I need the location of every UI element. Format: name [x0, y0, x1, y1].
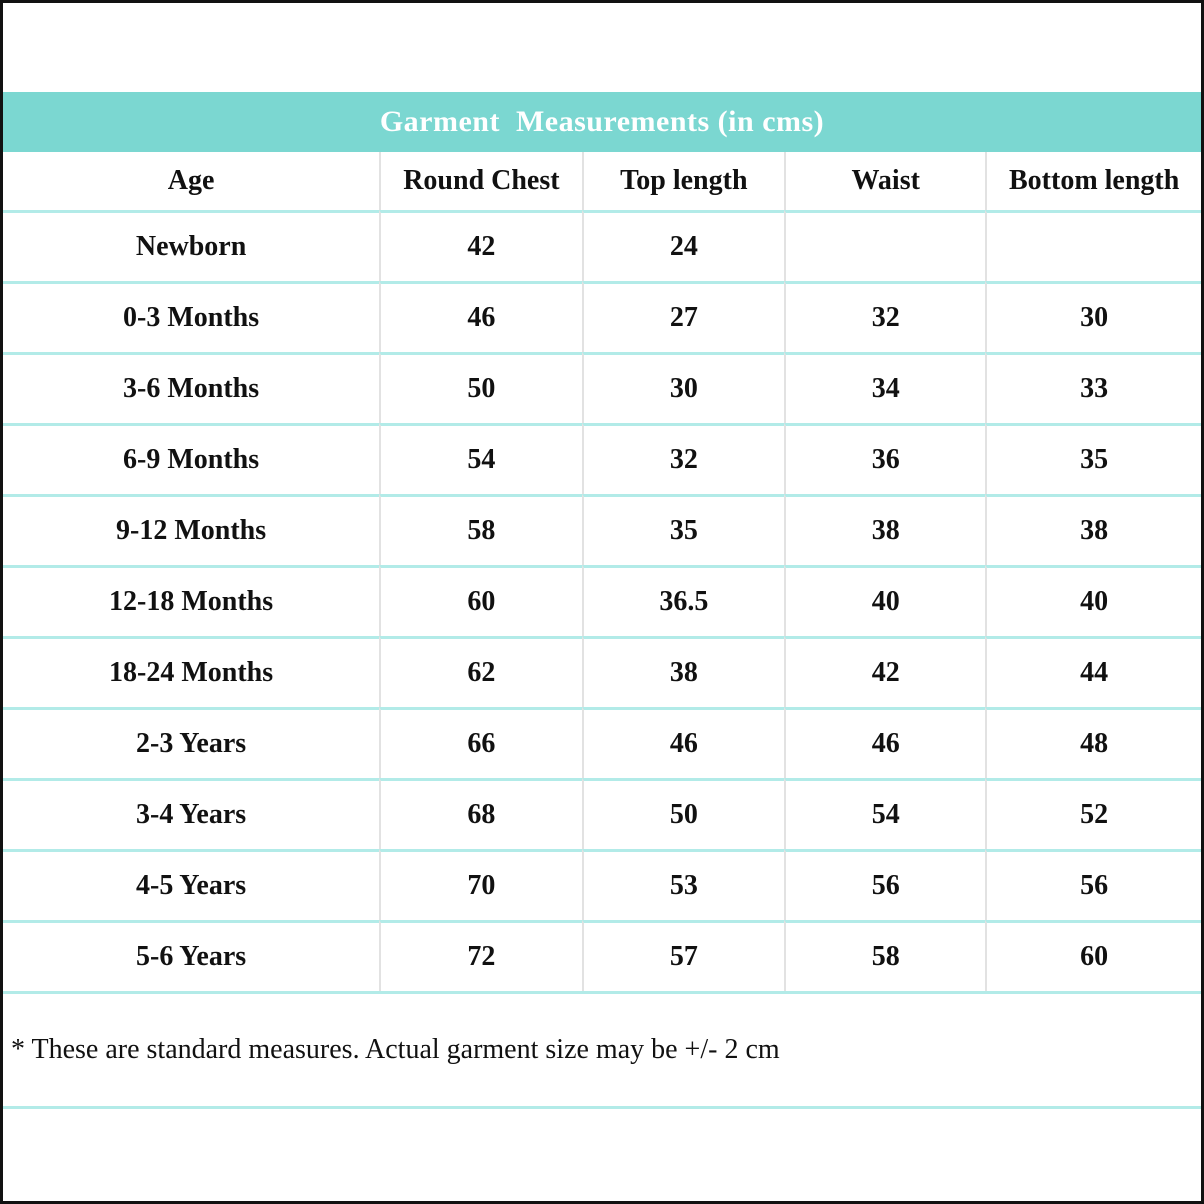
- column-header-round-chest: Round Chest: [379, 152, 581, 210]
- cell-age: 9-12 Months: [3, 494, 380, 565]
- top-spacer: [3, 3, 1201, 92]
- measurements-table: Age Round Chest Top length Waist Bottom leng…: [3, 152, 1201, 1201]
- cell-age: 3-6 Months: [3, 352, 380, 423]
- cell-top-length: 46: [581, 707, 785, 778]
- cell-round-chest: 54: [379, 423, 582, 494]
- footnote-text: * These are standard measures. Actual ga…: [3, 991, 1201, 1106]
- cell-round-chest: 72: [379, 920, 582, 991]
- column-header-waist: Waist: [784, 152, 985, 210]
- cell-top-length: 35: [581, 494, 785, 565]
- cell-bottom-length: 35: [985, 423, 1201, 494]
- table-row: 12-18 Months 60 36.5 40 40: [3, 565, 1201, 636]
- table-footer: * These are standard measures. Actual ga…: [3, 991, 1201, 1201]
- cell-age: 0-3 Months: [3, 281, 380, 352]
- cell-waist: 36: [784, 423, 986, 494]
- cell-waist: [784, 210, 986, 281]
- table-row: 9-12 Months 58 35 38 38: [3, 494, 1201, 565]
- cell-age: 5-6 Years: [3, 920, 380, 991]
- cell-round-chest: 68: [379, 778, 582, 849]
- table-body: Newborn 42 24 0-3 Months 46 27 32 30 3-6 Months 5…: [3, 210, 1201, 991]
- table-row: 0-3 Months 46 27 32 30: [3, 281, 1201, 352]
- table-row: 6-9 Months 54 32 36 35: [3, 423, 1201, 494]
- cell-top-length: 57: [581, 920, 785, 991]
- cell-waist: 46: [784, 707, 986, 778]
- cell-waist: 38: [784, 494, 986, 565]
- cell-waist: 54: [784, 778, 986, 849]
- cell-waist: 34: [784, 352, 986, 423]
- cell-age: 12-18 Months: [3, 565, 380, 636]
- table-row: 3-4 Years 68 50 54 52: [3, 778, 1201, 849]
- cell-waist: 32: [784, 281, 986, 352]
- cell-bottom-length: 40: [985, 565, 1201, 636]
- cell-age: Newborn: [3, 210, 380, 281]
- cell-bottom-length: 30: [985, 281, 1201, 352]
- cell-bottom-length: 44: [985, 636, 1201, 707]
- column-header-top-length: Top length: [581, 152, 784, 210]
- cell-bottom-length: 52: [985, 778, 1201, 849]
- cell-top-length: 30: [581, 352, 785, 423]
- cell-top-length: 50: [581, 778, 785, 849]
- cell-round-chest: 60: [379, 565, 582, 636]
- empty-bottom-row: [3, 1106, 1201, 1201]
- cell-round-chest: 50: [379, 352, 582, 423]
- cell-age: 6-9 Months: [3, 423, 380, 494]
- footnote-row: * These are standard measures. Actual ga…: [3, 991, 1201, 1106]
- cell-top-length: 27: [581, 281, 785, 352]
- cell-waist: 42: [784, 636, 986, 707]
- cell-bottom-length: 33: [985, 352, 1201, 423]
- cell-bottom-length: 60: [985, 920, 1201, 991]
- empty-cell: [3, 1106, 1201, 1201]
- table-row: 4-5 Years 70 53 56 56: [3, 849, 1201, 920]
- table-header: Age Round Chest Top length Waist Bottom leng…: [3, 152, 1201, 210]
- cell-age: 4-5 Years: [3, 849, 380, 920]
- cell-round-chest: 62: [379, 636, 582, 707]
- cell-top-length: 53: [581, 849, 785, 920]
- table-title: Garment Measurements (in cms): [379, 105, 825, 138]
- table-row: 18-24 Months 62 38 42 44: [3, 636, 1201, 707]
- column-header-age: Age: [167, 165, 215, 196]
- cell-top-length: 38: [581, 636, 785, 707]
- cell-waist: 56: [784, 849, 986, 920]
- cell-bottom-length: 38: [985, 494, 1201, 565]
- cell-bottom-length: 48: [985, 707, 1201, 778]
- cell-waist: 40: [784, 565, 986, 636]
- cell-round-chest: 70: [379, 849, 582, 920]
- cell-top-length: 36.5: [581, 565, 785, 636]
- cell-round-chest: 58: [379, 494, 582, 565]
- cell-top-length: 24: [581, 210, 785, 281]
- cell-age: 2-3 Years: [3, 707, 380, 778]
- table-row: 5-6 Years 72 57 58 60: [3, 920, 1201, 991]
- table-title-bar: Garment Measurements (in cms): [3, 92, 1201, 152]
- table-row: 3-6 Months 50 30 34 33: [3, 352, 1201, 423]
- cell-bottom-length: 56: [985, 849, 1201, 920]
- cell-age: 18-24 Months: [3, 636, 380, 707]
- table-row: 2-3 Years 66 46 46 48: [3, 707, 1201, 778]
- cell-round-chest: 46: [379, 281, 582, 352]
- header-row: Age Round Chest Top length Waist Bottom leng…: [3, 152, 1201, 210]
- cell-top-length: 32: [581, 423, 785, 494]
- column-header-bottom-length: Bottom length: [985, 152, 1201, 210]
- cell-bottom-length: [985, 210, 1201, 281]
- cell-waist: 58: [784, 920, 986, 991]
- cell-round-chest: 66: [379, 707, 582, 778]
- table-row: Newborn 42 24: [3, 210, 1201, 281]
- cell-age: 3-4 Years: [3, 778, 380, 849]
- cell-round-chest: 42: [379, 210, 582, 281]
